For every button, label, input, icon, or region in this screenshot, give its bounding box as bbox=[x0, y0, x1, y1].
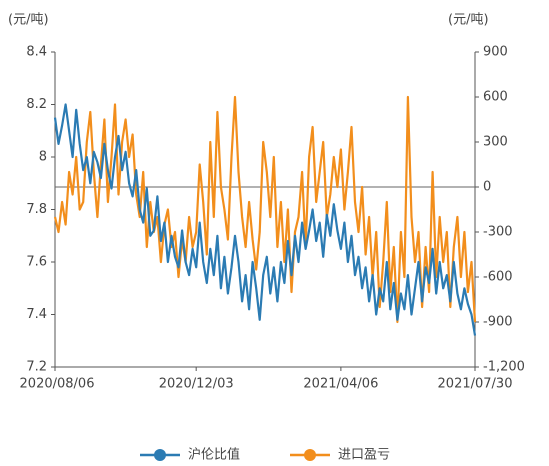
y2-tick-label: -900 bbox=[483, 315, 513, 330]
x-tick-label: 2021/04/06 bbox=[303, 377, 378, 392]
y-tick-label: 8.2 bbox=[26, 97, 47, 112]
y2-tick-label: 900 bbox=[483, 45, 508, 60]
legend-marker bbox=[304, 449, 316, 461]
series-line bbox=[53, 103, 477, 336]
x-tick-label: 2021/07/30 bbox=[438, 377, 513, 392]
series-line bbox=[53, 95, 477, 324]
legend-label: 沪伦比值 bbox=[188, 447, 240, 463]
y-tick-label: 8.4 bbox=[26, 45, 47, 60]
y-tick-label: 7.2 bbox=[26, 360, 47, 375]
x-tick-label: 2020/08/06 bbox=[20, 377, 95, 392]
legend-label: 进口盈亏 bbox=[338, 448, 390, 463]
legend-marker bbox=[154, 449, 166, 461]
y2-unit: (元/吨) bbox=[448, 13, 489, 28]
y2-tick-label: -300 bbox=[483, 225, 513, 240]
y2-tick-label: -600 bbox=[483, 270, 513, 285]
y2-tick-label: 0 bbox=[483, 180, 491, 195]
y2-tick-label: -1,200 bbox=[483, 360, 525, 375]
y-tick-label: 8 bbox=[39, 150, 47, 165]
y-tick-label: 7.6 bbox=[26, 255, 47, 270]
y-tick-label: 7.4 bbox=[26, 307, 47, 322]
x-tick-label: 2020/12/03 bbox=[159, 377, 234, 392]
y2-tick-label: 300 bbox=[483, 135, 508, 150]
y-unit: (元/吨) bbox=[8, 13, 49, 28]
y2-tick-label: 600 bbox=[483, 90, 508, 105]
y-tick-label: 7.8 bbox=[26, 202, 47, 217]
